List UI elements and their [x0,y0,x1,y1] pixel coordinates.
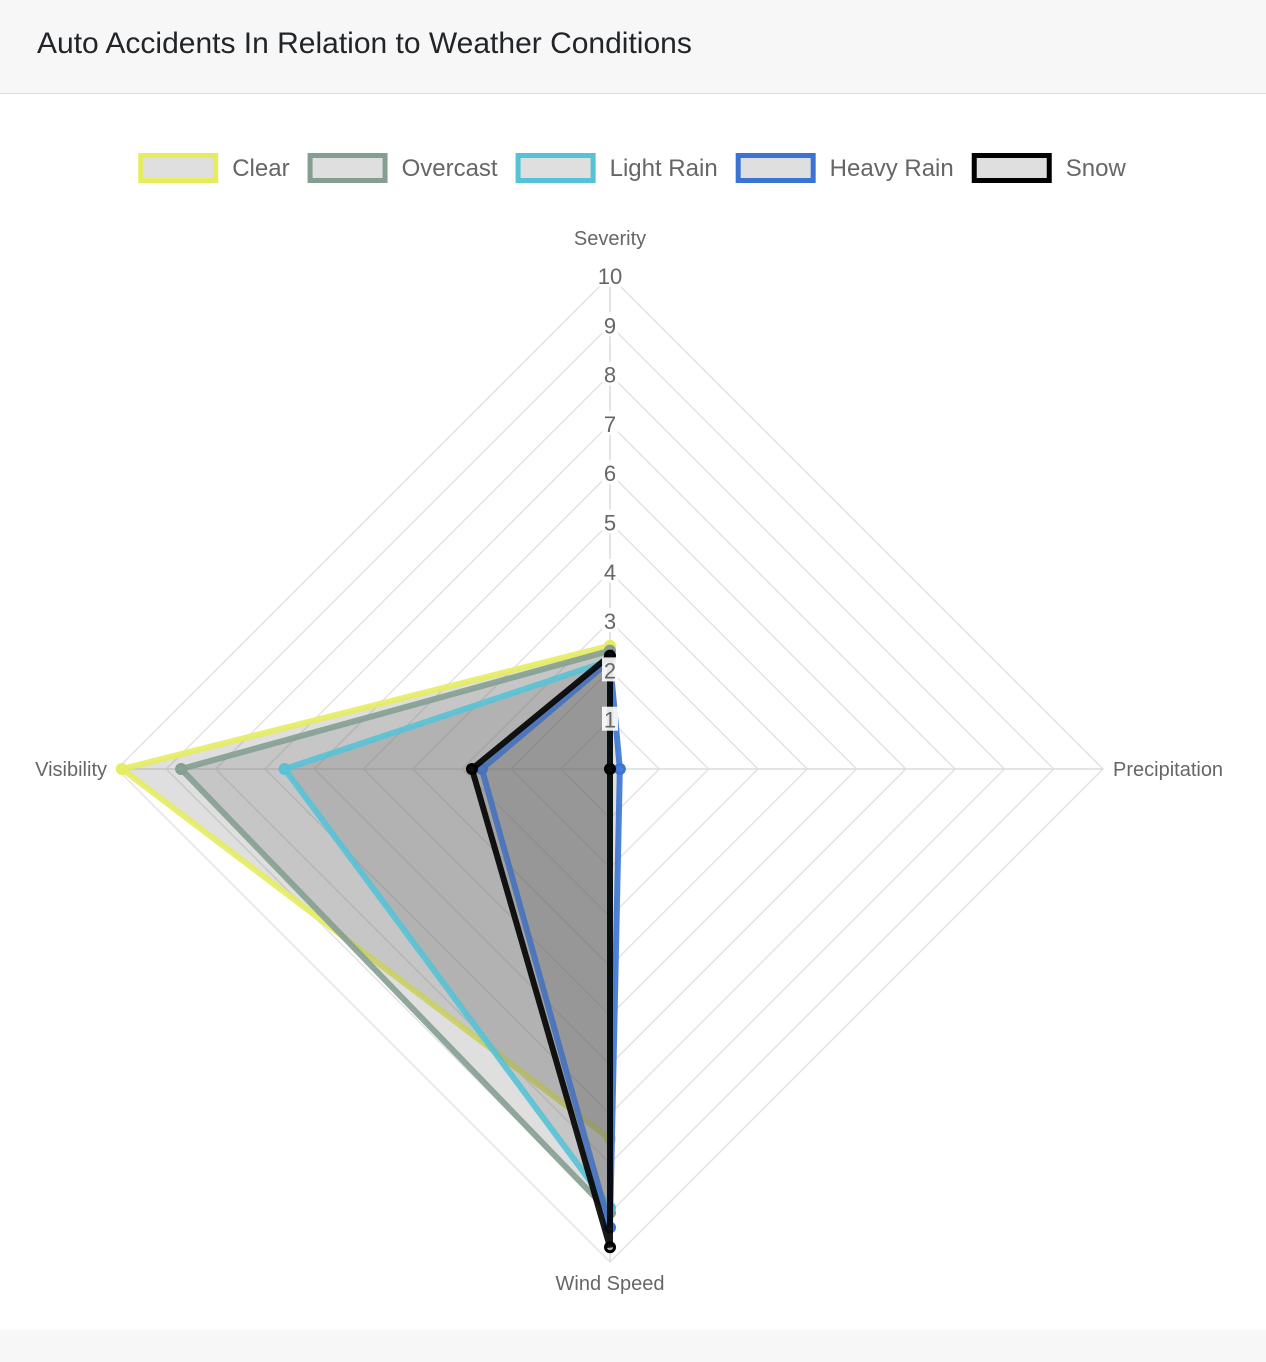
legend-item-snow[interactable]: Snow [971,153,1127,183]
axis-label-wind-speed: Wind Speed [556,1273,665,1295]
tick-label-backdrop [602,657,618,682]
chart-title: Auto Accidents In Relation to Weather Co… [37,27,692,60]
legend-swatch [515,153,596,183]
tick-label-backdrop [602,558,618,583]
axis-label-precipitation: Precipitation [1113,759,1223,781]
card-header: Auto Accidents In Relation to Weather Co… [0,0,1266,94]
data-point[interactable] [465,763,478,775]
tick-label: 4 [604,560,616,585]
radar-chart: Clear Overcast Light Rain Heavy Rain Snow 1 2… [35,153,1223,1295]
tick-label-backdrop [602,706,618,731]
tick-label: 1 [604,708,616,733]
tick-label-backdrop [597,263,623,287]
legend-item-clear[interactable]: Clear [138,153,290,183]
axis-labels: 1 2 3 4 5 6 7 8 9 10 Severity Precipitation Wind Spe… [35,228,1223,1295]
data-point[interactable] [278,763,291,775]
tick-label-backdrop [602,312,618,337]
legend-label: Heavy Rain [830,155,954,182]
legend-swatch [735,153,816,183]
tick-label: 2 [604,658,616,683]
legend-swatch [307,153,388,183]
legend-label: Snow [1066,155,1127,182]
legend-item-overcast[interactable]: Overcast [307,153,498,183]
tick-label-backdrop [602,608,618,633]
tick-label-backdrop [602,361,618,386]
data-point[interactable] [604,763,616,775]
tick-label: 10 [598,264,622,289]
tick-label-backdrop [602,410,618,435]
legend-item-heavy-rain[interactable]: Heavy Rain [735,153,954,183]
data-point[interactable] [604,1241,616,1254]
tick-label-backdrop [602,509,618,534]
tick-label: 8 [604,363,616,388]
legend-swatch [138,153,219,183]
legend-label: Light Rain [610,155,718,182]
card-footer [0,1330,1266,1362]
legend-label: Clear [232,155,289,182]
axis-label-visibility: Visibility [35,759,107,781]
tick-label: 9 [604,313,616,338]
tick-label: 3 [604,609,616,634]
tick-label-backdrop [602,460,618,485]
legend-swatch [971,153,1052,183]
series-snow [465,649,616,1254]
tick-label: 5 [604,511,616,536]
data-point[interactable] [115,763,128,775]
legend-label: Overcast [402,155,498,182]
data-point[interactable] [175,763,188,775]
legend-item-light-rain[interactable]: Light Rain [515,153,718,183]
axis-label-severity: Severity [574,228,646,250]
tick-label: 6 [604,461,616,486]
data-point[interactable] [613,763,626,775]
legend: Clear Overcast Light Rain Heavy Rain Snow [138,153,1127,183]
series-area [468,649,613,1249]
series-layer [115,639,626,1254]
tick-label: 7 [604,412,616,437]
